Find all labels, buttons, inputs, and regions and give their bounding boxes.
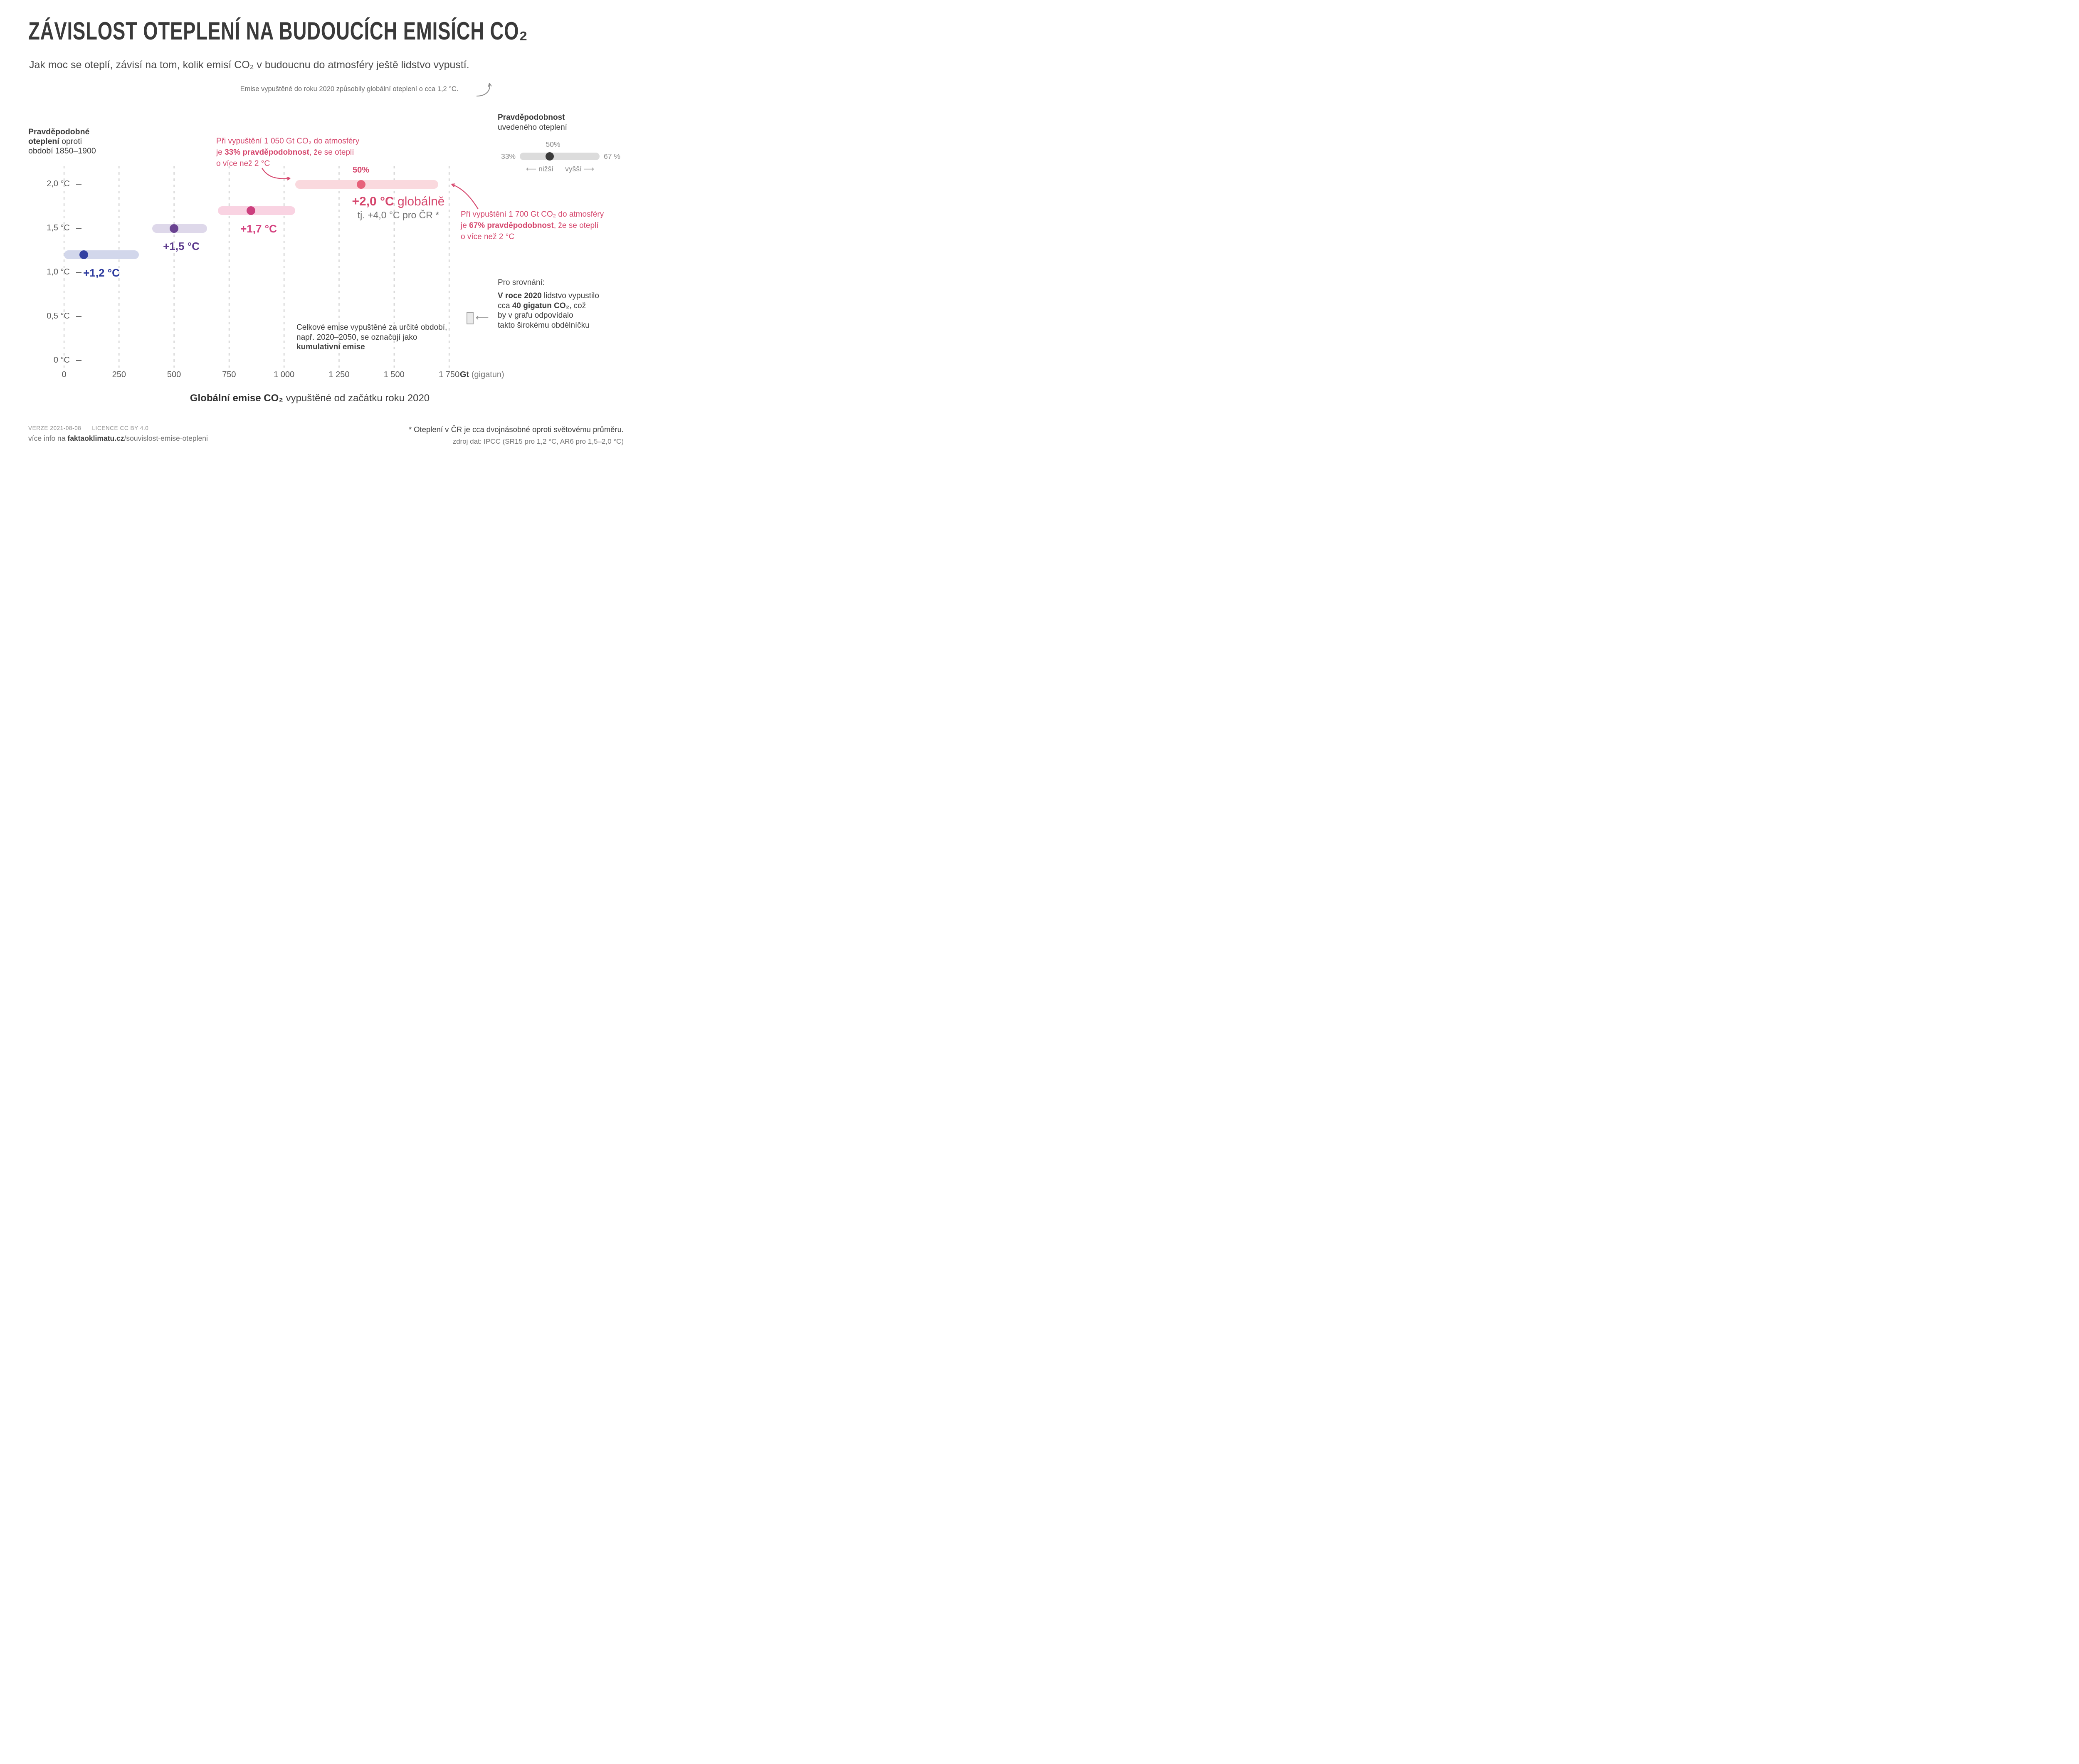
- bar-label-2-0: +2,0 °C globálně: [352, 195, 445, 208]
- x-tick-1250: 1 250: [328, 370, 350, 379]
- comparison-40gt-rectangle: [467, 312, 474, 324]
- note-emissions-2020: Emise vypuštěné do roku 2020 způsobily g…: [240, 85, 459, 93]
- legend-subtitle: uvedeného oteplení: [498, 123, 567, 132]
- legend-33-label: 33%: [501, 152, 516, 161]
- median-dot-1.5c: [170, 224, 179, 233]
- legend-50-label: 50%: [546, 140, 560, 148]
- median-dot-2c: [356, 180, 365, 189]
- bar-label-1-2: +1,2 °C: [83, 267, 120, 279]
- x-tick-750: 750: [222, 370, 236, 379]
- note-cumulative-emissions: Celkové emise vypuštěné za určité období…: [296, 323, 447, 351]
- x-tick-1000: 1 000: [274, 370, 295, 379]
- y-tick-2: 2,0 °C: [0, 179, 81, 189]
- annotation-67: Při vypuštění 1 700 Gt CO₂ do atmosféry …: [461, 210, 604, 241]
- median-dot-1.2c: [79, 250, 89, 259]
- range-bar-1.5c: [152, 224, 207, 233]
- probability-slider-dot: [546, 152, 554, 161]
- range-bar-2c: [295, 180, 438, 189]
- comparison-left-arrow: ⟵: [476, 312, 489, 323]
- arrow-33-to-bar: [262, 168, 291, 181]
- x-axis-title: Globální emise CO₂ vypuštěné od začátku …: [190, 393, 430, 404]
- x-tick-1500: 1 500: [383, 370, 405, 379]
- bar-2-0-median-probability: 50%: [352, 166, 370, 175]
- x-tick-500: 500: [167, 370, 181, 379]
- legend-title: Pravděpodobnost: [498, 113, 565, 122]
- arrow-67-to-bar: [451, 183, 479, 210]
- bar-label-1-7: +1,7 °C: [240, 222, 277, 235]
- median-dot-1.7c: [247, 206, 256, 215]
- y-axis-title: Pravděpodobné oteplení oproti období 185…: [28, 127, 96, 156]
- y-tick-1-5: 1,5 °C: [0, 223, 81, 233]
- y-tick-1: 1,0 °C: [0, 267, 81, 277]
- infographic-warming-vs-emissions: ZÁVISLOST OTEPLENÍ NA BUDOUCÍCH EMISÍCH …: [0, 0, 642, 454]
- page-title: ZÁVISLOST OTEPLENÍ NA BUDOUCÍCH EMISÍCH …: [28, 17, 528, 45]
- bar-label-2-0-cr: tj. +4,0 °C pro ČR *: [357, 210, 440, 220]
- note-curved-arrow: [476, 83, 492, 96]
- bar-label-1-5: +1,5 °C: [163, 240, 200, 252]
- legend-67-label: 67 %: [604, 152, 620, 161]
- x-axis-unit: Gt (gigatun): [460, 370, 504, 379]
- range-bar-1.2c: [64, 250, 139, 259]
- y-tick-0: 0 °C: [0, 356, 81, 365]
- legend-higher-arrow-label: vyšší ⟶: [565, 165, 594, 173]
- probability-slider-track: [520, 153, 600, 160]
- range-bar-1.7c: [218, 206, 295, 215]
- footer-cr-note: * Oteplení v ČR je cca dvojnásobné oprot…: [408, 425, 624, 434]
- footer-info-url: více info na faktaoklimatu.cz/souvislost…: [28, 434, 208, 442]
- footer-version-license: VERZE 2021-08-08 LICENCE CC BY 4.0: [28, 425, 149, 431]
- x-tick-250: 250: [112, 370, 126, 379]
- note-comparison-40gt: V roce 2020 lidstvo vypustilo cca 40 gig…: [498, 292, 599, 330]
- y-tick-0-5: 0,5 °C: [0, 311, 81, 321]
- chart-grid-and-arrows: [64, 83, 492, 368]
- annotation-33: Při vypuštění 1 050 Gt CO₂ do atmosféry …: [216, 137, 360, 168]
- comparison-intro: Pro srovnání:: [498, 278, 545, 287]
- x-tick-1750: 1 750: [439, 370, 460, 379]
- footer-data-source: zdroj dat: IPCC (SR15 pro 1,2 °C, AR6 pr…: [452, 437, 624, 445]
- x-tick-0: 0: [62, 370, 67, 379]
- page-subtitle: Jak moc se oteplí, závisí na tom, kolik …: [29, 59, 469, 71]
- legend-lower-arrow-label: ⟵ nižší: [526, 165, 554, 173]
